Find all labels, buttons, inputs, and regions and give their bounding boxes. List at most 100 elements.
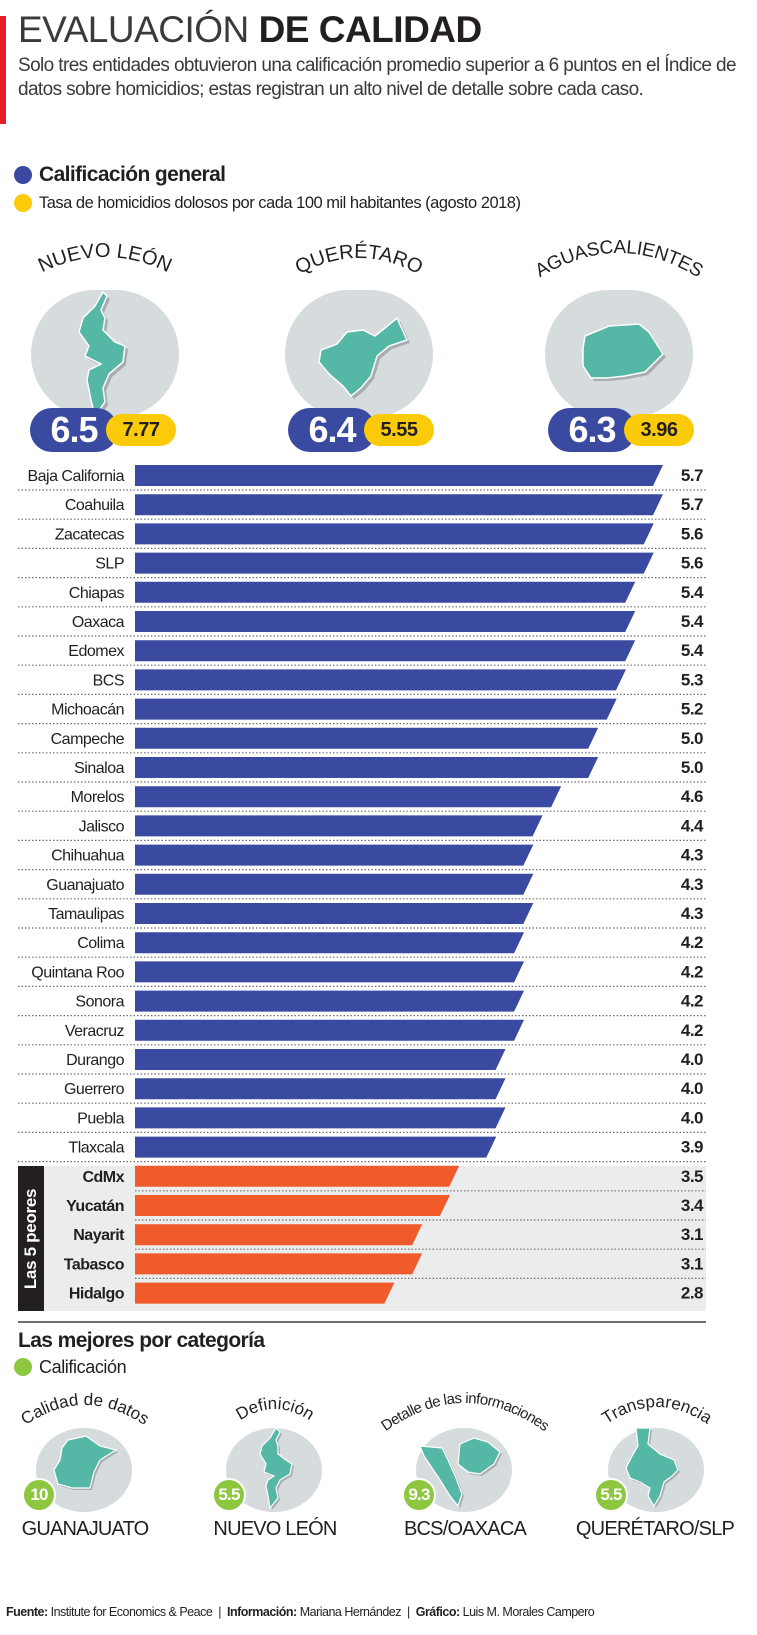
accent-bar xyxy=(0,16,6,124)
page-title: EVALUACIÓN DE CALIDAD xyxy=(18,8,482,52)
bar xyxy=(135,640,636,662)
bar-category-label: Sonora xyxy=(75,994,124,1011)
bar-value-label: 4.3 xyxy=(681,875,703,894)
category-state-name: QUERÉTARO/SLP xyxy=(575,1518,735,1540)
bar-category-label: Tlaxcala xyxy=(68,1140,124,1157)
bar-value-label: 5.4 xyxy=(681,641,704,660)
yellow-dot-icon xyxy=(14,194,32,212)
top-state-queretaro: QUERÉTARO 6.4 5.55 xyxy=(254,222,464,458)
bar-value-label: 4.4 xyxy=(681,816,704,835)
top-state-nuevo-leon: NUEVO LEÓN 6.5 7.77 xyxy=(0,222,210,458)
bar-value-label: 5.7 xyxy=(681,495,703,514)
category-score-badge: 10 xyxy=(22,1478,56,1512)
info-value: Mariana Hernández xyxy=(299,1605,402,1619)
bar-worst xyxy=(135,1195,450,1216)
bar xyxy=(135,990,525,1012)
bar-category-label: Zacatecas xyxy=(55,526,125,543)
bar xyxy=(135,581,636,603)
state-name: QUERÉTARO xyxy=(292,240,426,279)
nuevo-leon-map-icon xyxy=(259,1427,294,1510)
legend-general: Calificación general xyxy=(14,162,226,188)
bar-category-label: Chihuahua xyxy=(51,848,125,865)
homicide-rate-badge: 7.77 xyxy=(106,414,176,446)
bar xyxy=(135,873,534,895)
bar xyxy=(135,932,525,954)
bar-category-label: Michoacán xyxy=(51,702,124,719)
bar xyxy=(135,698,617,720)
separator: | xyxy=(218,1605,222,1619)
bar xyxy=(135,1049,506,1070)
title-bold: DE CALIDAD xyxy=(258,9,483,50)
bar-category-label: SLP xyxy=(95,556,124,573)
guanajuato-map-icon xyxy=(53,1435,118,1490)
queretaro-slp-map-icon xyxy=(625,1427,680,1508)
bar-value-label: 5.0 xyxy=(681,729,703,748)
category-detalle: Detalle de las informaciones 9.3 xyxy=(378,1380,553,1512)
bar-category-label: Morelos xyxy=(71,789,125,806)
rating-bar-chart: Baja California 5.7 Coahuila 5.7 Zacatecas 5.… xyxy=(18,465,706,1304)
category-name: Transparencia xyxy=(599,1392,716,1428)
bar-value-label: 4.0 xyxy=(681,1108,703,1127)
svg-text:Calidad de datos: Calidad de datos xyxy=(17,1390,152,1429)
bar-category-label: Baja California xyxy=(27,468,124,485)
bar-category-label: Puebla xyxy=(77,1110,124,1127)
bar xyxy=(135,815,543,837)
bar-category-label: Quintana Roo xyxy=(31,964,124,981)
graphic-label: Gráfico: xyxy=(415,1605,460,1619)
page-subtitle: Solo tres entidades obtuvieron una calif… xyxy=(18,55,737,100)
bar-category-label: Coahuila xyxy=(65,497,125,514)
bar-worst xyxy=(135,1253,423,1275)
category-state-name: NUEVO LEÓN xyxy=(213,1518,337,1540)
bar-value-label: 5.0 xyxy=(681,758,703,777)
state-name: NUEVO LEÓN xyxy=(35,240,175,277)
queretaro-map-icon xyxy=(318,316,410,399)
legend-rate: Tasa de homicidios dolosos por cada 100 … xyxy=(14,192,521,214)
bar xyxy=(135,1078,506,1100)
bar-category-label: Guanajuato xyxy=(46,877,124,894)
bar-value-label: 5.7 xyxy=(681,466,703,485)
bar-value-label: 4.2 xyxy=(681,933,703,952)
bar-value-label: 5.2 xyxy=(681,700,703,719)
bar-value-label: 4.2 xyxy=(681,1021,703,1040)
bar xyxy=(135,727,599,749)
bar xyxy=(135,494,663,516)
bar-category-label: Campeche xyxy=(51,731,125,748)
bar-category-label: Veracruz xyxy=(65,1023,125,1040)
bar-worst xyxy=(135,1282,395,1304)
worst-group-label: Las 5 peores xyxy=(18,1166,44,1311)
nuevo-leon-map-icon xyxy=(78,290,128,419)
bar-category-label: Sinaloa xyxy=(74,760,124,777)
category-score-badge: 5.5 xyxy=(212,1478,246,1512)
bar-category-label: Edomex xyxy=(68,643,124,660)
bar-value-label: 3.5 xyxy=(681,1167,703,1186)
legend-calificacion: Calificación xyxy=(14,1356,127,1378)
info-label: Información: xyxy=(227,1605,297,1619)
bar-category-label: Yucatán xyxy=(66,1198,124,1215)
bar-category-label: Jalisco xyxy=(79,818,125,835)
homicide-rate-badge: 5.55 xyxy=(364,414,434,446)
bar-value-label: 5.4 xyxy=(681,583,704,602)
category-name-arc: Transparencia xyxy=(599,1392,716,1428)
bar-category-label: BCS xyxy=(93,672,124,689)
category-score-badge: 5.5 xyxy=(594,1478,628,1512)
bar-value-label: 4.2 xyxy=(681,992,703,1011)
category-name: Calidad de datos xyxy=(17,1390,152,1429)
bar-category-label: Durango xyxy=(66,1052,124,1069)
bar-category-label: Tamaulipas xyxy=(48,906,124,923)
bar xyxy=(135,1019,525,1041)
title-light: EVALUACIÓN xyxy=(18,9,249,50)
section-divider xyxy=(18,1321,706,1323)
bar-value-label: 3.1 xyxy=(681,1254,703,1273)
bar-value-label: 3.1 xyxy=(681,1225,703,1244)
bar-category-label: Chiapas xyxy=(69,585,125,602)
category-score-badge: 9.3 xyxy=(402,1478,436,1512)
legend-general-label: Calificación general xyxy=(39,163,226,186)
bar-value-label: 5.3 xyxy=(681,670,703,689)
bar xyxy=(135,1107,506,1129)
bar-worst xyxy=(135,1224,423,1246)
general-score-badge: 6.4 xyxy=(288,408,376,452)
category-name-arc: Calidad de datos xyxy=(17,1390,152,1429)
separator: | xyxy=(406,1605,410,1619)
legend-rate-label: Tasa de homicidios dolosos por cada 100 … xyxy=(39,194,521,212)
state-name-arc: QUERÉTARO xyxy=(292,240,426,279)
